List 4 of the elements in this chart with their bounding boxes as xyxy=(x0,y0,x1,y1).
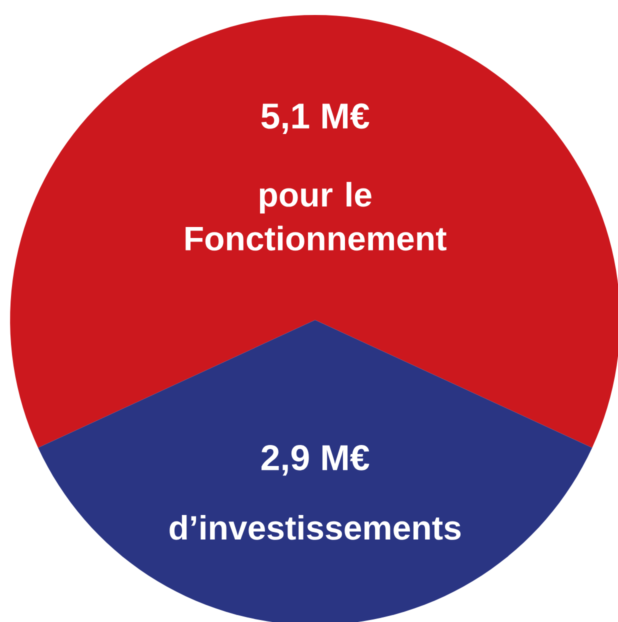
slice-label: pour le Fonctionnement xyxy=(186,182,446,251)
data-label: 5,1 M€ xyxy=(261,103,370,134)
slice-label: d’investissements xyxy=(170,514,461,540)
data-label: 2,9 M€ xyxy=(262,445,370,476)
